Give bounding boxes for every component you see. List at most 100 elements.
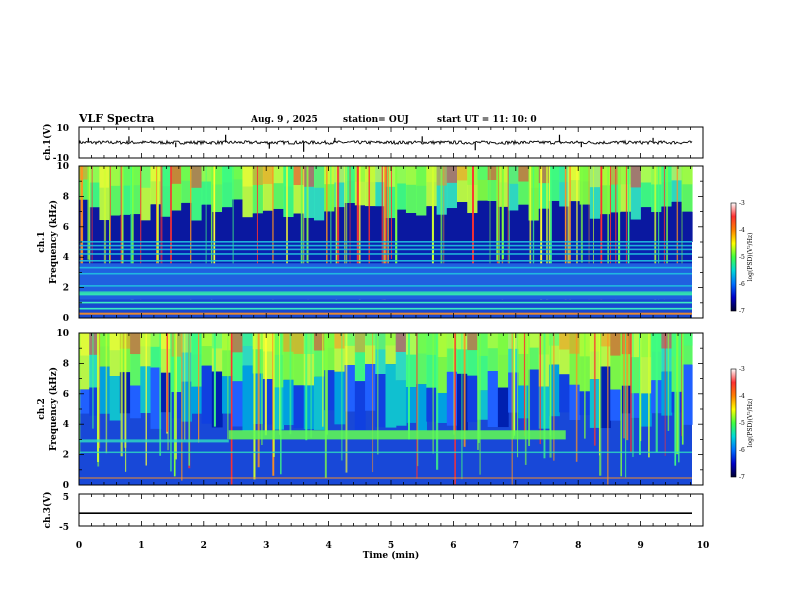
spectrogram-cell (405, 333, 417, 355)
spectrogram-cell (559, 333, 570, 375)
spectrogram-cell (89, 207, 101, 242)
sferic-streak (548, 166, 551, 297)
xtick-9: 9 (637, 541, 643, 551)
sferic-streak (498, 166, 500, 264)
spectrogram-cell (661, 371, 673, 416)
spectrogram-cell (661, 333, 673, 349)
sferic-streak (256, 166, 258, 278)
spectrogram-cell (375, 374, 387, 428)
spectrogram-cell (416, 333, 427, 385)
sferic-streak (205, 166, 207, 296)
spectrogram-cell (324, 211, 336, 242)
spectrogram-cell (600, 214, 611, 242)
spectrogram-cell (385, 166, 397, 187)
spectrogram-cell (109, 376, 121, 421)
spectrogram-cell (477, 166, 489, 201)
ch1-ytick-4: 4 (63, 253, 69, 263)
spectrogram-cell (303, 166, 315, 187)
spectrogram-cell (508, 166, 519, 184)
spectrogram-cell (528, 369, 540, 430)
xtick-10: 10 (697, 541, 710, 551)
colorbar-2-tick-m7: -7 (739, 474, 745, 481)
spectrogram-cell (211, 333, 223, 349)
sferic-streak (383, 166, 385, 307)
colorbar-2-tick-m6: -6 (739, 447, 745, 454)
spectrogram-cell (477, 333, 489, 356)
spectrogram-cell (365, 206, 376, 242)
spectrogram-cell (191, 166, 203, 221)
spectrogram-cell (630, 166, 642, 220)
spectrogram-cell (559, 206, 570, 242)
spectrogram-cell (130, 333, 141, 355)
spectrogram-cell (681, 333, 693, 346)
sferic-streak (213, 166, 216, 281)
spectrogram-cell (242, 166, 254, 218)
xtick-7: 7 (513, 541, 519, 551)
spectrogram-cell (426, 333, 438, 355)
sferic-streak (336, 166, 340, 269)
spectrogram-cell (324, 370, 336, 411)
spectrogram-cell (518, 204, 530, 242)
spectrogram-cell (232, 166, 244, 200)
sferic-streak (305, 333, 308, 441)
spectrogram-cell (559, 333, 570, 350)
sferic-streak (384, 166, 386, 316)
ch2-frequency-stripe (79, 451, 692, 454)
spectrogram-cell (313, 166, 325, 188)
spectrogram-cell (170, 166, 182, 184)
ch1-frequency-stripe (79, 312, 692, 315)
spectrogram-cell (262, 166, 274, 184)
xtick-1: 1 (138, 541, 144, 551)
sferic-streak (517, 333, 519, 458)
colorbar-2-label: log(PSD)(V²/Hz) (747, 399, 754, 448)
spectrogram-cell (211, 166, 223, 185)
sferic-streak (103, 166, 107, 278)
sferic-streak (588, 166, 590, 306)
spectrogram-cell (89, 387, 101, 416)
spectrogram-cell (395, 333, 407, 352)
spectrogram-cell (334, 333, 346, 372)
sferic-streak (173, 333, 176, 477)
spectrogram-cell (416, 166, 427, 216)
spectrogram-cell (150, 333, 162, 347)
spectrogram-cell (150, 204, 162, 242)
sferic-streak (524, 333, 527, 465)
ch1-frequency-stripe (79, 307, 692, 310)
spectrogram-cell (681, 333, 693, 365)
spectrogram-cell (313, 220, 325, 242)
sferic-streak (80, 166, 84, 292)
sferic-streak (322, 333, 324, 427)
spectrogram-cell (262, 210, 274, 242)
ch1-frequency-stripe (79, 301, 692, 304)
sferic-streak (508, 166, 510, 283)
ch2-spectrogram-panel: 0 2 4 6 8 10 ch.2 Frequency (kHz) (37, 329, 704, 491)
sferic-streak (625, 166, 628, 281)
ch2-spectrogram-ylabel-frequency: Frequency (kHz) (48, 367, 59, 451)
spectrogram-cell (477, 200, 489, 242)
colorbar-1-tick-m3: -3 (739, 200, 745, 207)
spectrogram-cell (262, 166, 274, 211)
spectrogram-cell (191, 333, 203, 355)
sferic-streak (198, 333, 200, 443)
spectrogram-cell (293, 333, 305, 354)
spectrogram-cell (416, 384, 427, 431)
ch1-spectrogram-ylabel-frequency: Frequency (kHz) (48, 200, 59, 284)
sferic-streak (648, 333, 650, 458)
spectrogram-cell (630, 393, 642, 418)
sferic-streak (92, 333, 94, 429)
spectrogram-cell (467, 333, 479, 351)
spectrogram-cell (395, 166, 407, 184)
sferic-streak (175, 333, 177, 460)
sferic-streak (166, 333, 168, 432)
sferic-streak (626, 333, 629, 441)
spectrogram-cell (79, 333, 90, 356)
spectrogram-cell (354, 333, 366, 353)
spectrogram-cell (640, 333, 652, 358)
sferic-streak (620, 333, 622, 477)
station-label: station= OUJ (343, 115, 409, 125)
ch1-frequency-stripe (79, 244, 692, 247)
spectrogram-cell (313, 333, 325, 351)
sferic-streak (184, 333, 186, 440)
sferic-streak (188, 333, 190, 466)
spectrogram-cell (457, 166, 468, 181)
